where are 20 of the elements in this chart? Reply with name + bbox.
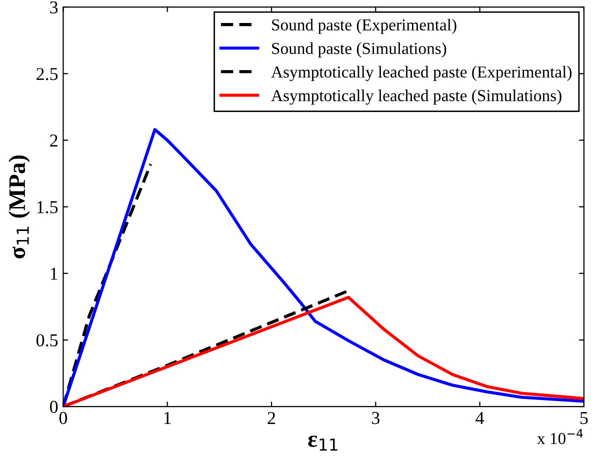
y-tick-label: 2.5 bbox=[36, 68, 58, 80]
x-tick-label: 2 bbox=[268, 412, 276, 424]
y-tick-label: 0 bbox=[50, 400, 58, 413]
y-tick-label: 3 bbox=[50, 1, 58, 14]
x-tick-label: 3 bbox=[372, 412, 380, 424]
x-tick-label: 4 bbox=[476, 412, 484, 424]
text: x 10$^{−4}$ bbox=[537, 429, 583, 444]
x-tick-label: 1 bbox=[164, 412, 171, 424]
y-tick-label: 2 bbox=[50, 134, 58, 146]
y-tick-label: 1 bbox=[50, 268, 58, 280]
legend-label: Asymptotically leached paste (Experimental) bbox=[271, 66, 572, 82]
x-tick-label: 0 bbox=[59, 412, 68, 424]
y-axis-title: σ$_{11}$ (MPa) bbox=[8, 155, 30, 258]
y-tick-label: 1.5 bbox=[37, 201, 58, 214]
x-axis-title: ε$_{11}$ bbox=[308, 436, 338, 451]
y-tick-label: 0.5 bbox=[36, 334, 58, 346]
x-tick-label: 5 bbox=[580, 412, 588, 424]
legend-label: Asymptotically leached paste (Simulations) bbox=[271, 90, 562, 105]
legend-label: Sound paste (Experimental) bbox=[272, 18, 456, 34]
legend-label: Sound paste (Simulations) bbox=[272, 42, 446, 58]
